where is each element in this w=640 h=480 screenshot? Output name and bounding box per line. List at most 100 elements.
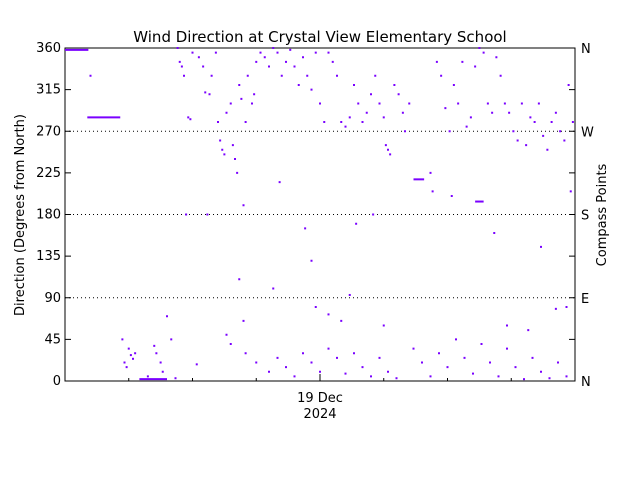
data-point-127 bbox=[493, 232, 496, 234]
data-point-101 bbox=[503, 102, 506, 105]
y-tick-label-315: 315 bbox=[36, 83, 61, 98]
data-point-173 bbox=[497, 375, 500, 378]
data-point-177 bbox=[531, 356, 534, 359]
data-point-158 bbox=[361, 366, 364, 369]
data-point-71 bbox=[370, 93, 372, 96]
data-point-107 bbox=[529, 116, 532, 119]
data-point-17 bbox=[178, 60, 181, 63]
data-point-44 bbox=[255, 60, 258, 63]
data-point-124 bbox=[355, 222, 358, 225]
data-point-148 bbox=[276, 356, 279, 359]
data-point-26 bbox=[208, 93, 211, 96]
data-point-91 bbox=[461, 60, 464, 63]
data-point-118 bbox=[185, 213, 188, 216]
data-point-153 bbox=[319, 370, 321, 373]
data-point-159 bbox=[370, 375, 372, 378]
compass-axis-ticks: N E S W N bbox=[581, 42, 594, 390]
data-point-111 bbox=[546, 148, 549, 151]
data-point-59 bbox=[319, 102, 321, 105]
y-tick-label-90: 90 bbox=[44, 291, 61, 306]
data-point-112 bbox=[550, 121, 553, 123]
data-point-163 bbox=[412, 347, 415, 350]
data-point-174 bbox=[506, 347, 508, 350]
data-point-43 bbox=[253, 93, 256, 96]
data-point-7 bbox=[134, 352, 137, 355]
data-point-137 bbox=[225, 333, 228, 336]
data-point-16 bbox=[176, 47, 179, 49]
compass-axis-label: Compass Points bbox=[595, 163, 610, 266]
data-point-97 bbox=[486, 102, 489, 105]
data-point-29 bbox=[217, 121, 219, 123]
data-point-39 bbox=[240, 97, 243, 100]
y-tick-label-270: 270 bbox=[36, 124, 61, 139]
data-point-4 bbox=[127, 347, 130, 350]
data-point-178 bbox=[540, 370, 542, 373]
data-point-20 bbox=[187, 116, 190, 119]
data-point-96 bbox=[482, 51, 485, 54]
data-point-155 bbox=[336, 356, 338, 359]
y-tick-label-135: 135 bbox=[36, 249, 61, 264]
y-axis-label: Direction (Degrees from North) bbox=[13, 114, 28, 316]
data-point-170 bbox=[472, 372, 474, 375]
data-point-72 bbox=[374, 74, 377, 77]
data-point-66 bbox=[348, 116, 351, 119]
data-point-42 bbox=[251, 102, 253, 105]
data-point-24 bbox=[202, 65, 205, 68]
data-point-32 bbox=[223, 153, 226, 156]
data-point-165 bbox=[429, 375, 432, 378]
data-point-132 bbox=[348, 293, 351, 296]
data-point-104 bbox=[516, 139, 519, 142]
data-point-154 bbox=[327, 347, 330, 350]
data-point-62 bbox=[331, 60, 334, 63]
data-point-45 bbox=[259, 51, 262, 54]
data-point-164 bbox=[421, 361, 423, 364]
data-point-18 bbox=[180, 65, 183, 68]
data-point-84 bbox=[431, 190, 434, 193]
data-points bbox=[65, 47, 574, 381]
data-point-115 bbox=[563, 139, 566, 142]
data-point-35 bbox=[231, 144, 234, 147]
data-point-90 bbox=[457, 102, 460, 105]
data-point-94 bbox=[474, 65, 477, 68]
data-point-48 bbox=[272, 47, 275, 49]
data-point-169 bbox=[463, 356, 466, 359]
compass-label-0: N bbox=[581, 375, 591, 390]
data-point-103 bbox=[512, 130, 515, 133]
data-point-92 bbox=[465, 125, 468, 128]
data-point-15 bbox=[174, 377, 177, 380]
data-point-146 bbox=[255, 361, 258, 364]
data-point-40 bbox=[244, 121, 247, 123]
data-point-1 bbox=[121, 338, 124, 341]
data-point-114 bbox=[559, 130, 562, 133]
data-point-89 bbox=[452, 84, 455, 86]
compass-label-90: E bbox=[581, 292, 589, 307]
data-point-52 bbox=[289, 48, 292, 51]
data-point-152 bbox=[310, 361, 313, 364]
data-point-151 bbox=[302, 352, 304, 355]
data-point-136 bbox=[382, 324, 385, 327]
data-point-160 bbox=[378, 356, 381, 359]
data-point-181 bbox=[565, 375, 568, 378]
data-point-33 bbox=[225, 111, 228, 114]
data-point-180 bbox=[557, 361, 559, 364]
data-point-25 bbox=[204, 91, 207, 94]
y-tick-label-225: 225 bbox=[36, 166, 61, 181]
data-point-3 bbox=[125, 366, 128, 369]
data-point-12 bbox=[161, 370, 164, 373]
data-point-113 bbox=[554, 111, 557, 114]
data-point-8 bbox=[146, 375, 149, 378]
data-point-98 bbox=[491, 111, 494, 114]
data-point-56 bbox=[306, 74, 309, 77]
data-point-34 bbox=[229, 102, 232, 105]
data-point-87 bbox=[444, 107, 447, 110]
data-point-110 bbox=[542, 134, 545, 137]
data-point-117 bbox=[571, 121, 574, 123]
data-point-31 bbox=[221, 148, 224, 151]
data-point-69 bbox=[361, 121, 364, 123]
data-point-27 bbox=[210, 74, 213, 77]
data-point-108 bbox=[533, 121, 536, 123]
data-point-83 bbox=[429, 171, 432, 174]
data-point-162 bbox=[395, 377, 398, 380]
data-point-125 bbox=[372, 213, 375, 216]
data-point-130 bbox=[238, 278, 241, 281]
